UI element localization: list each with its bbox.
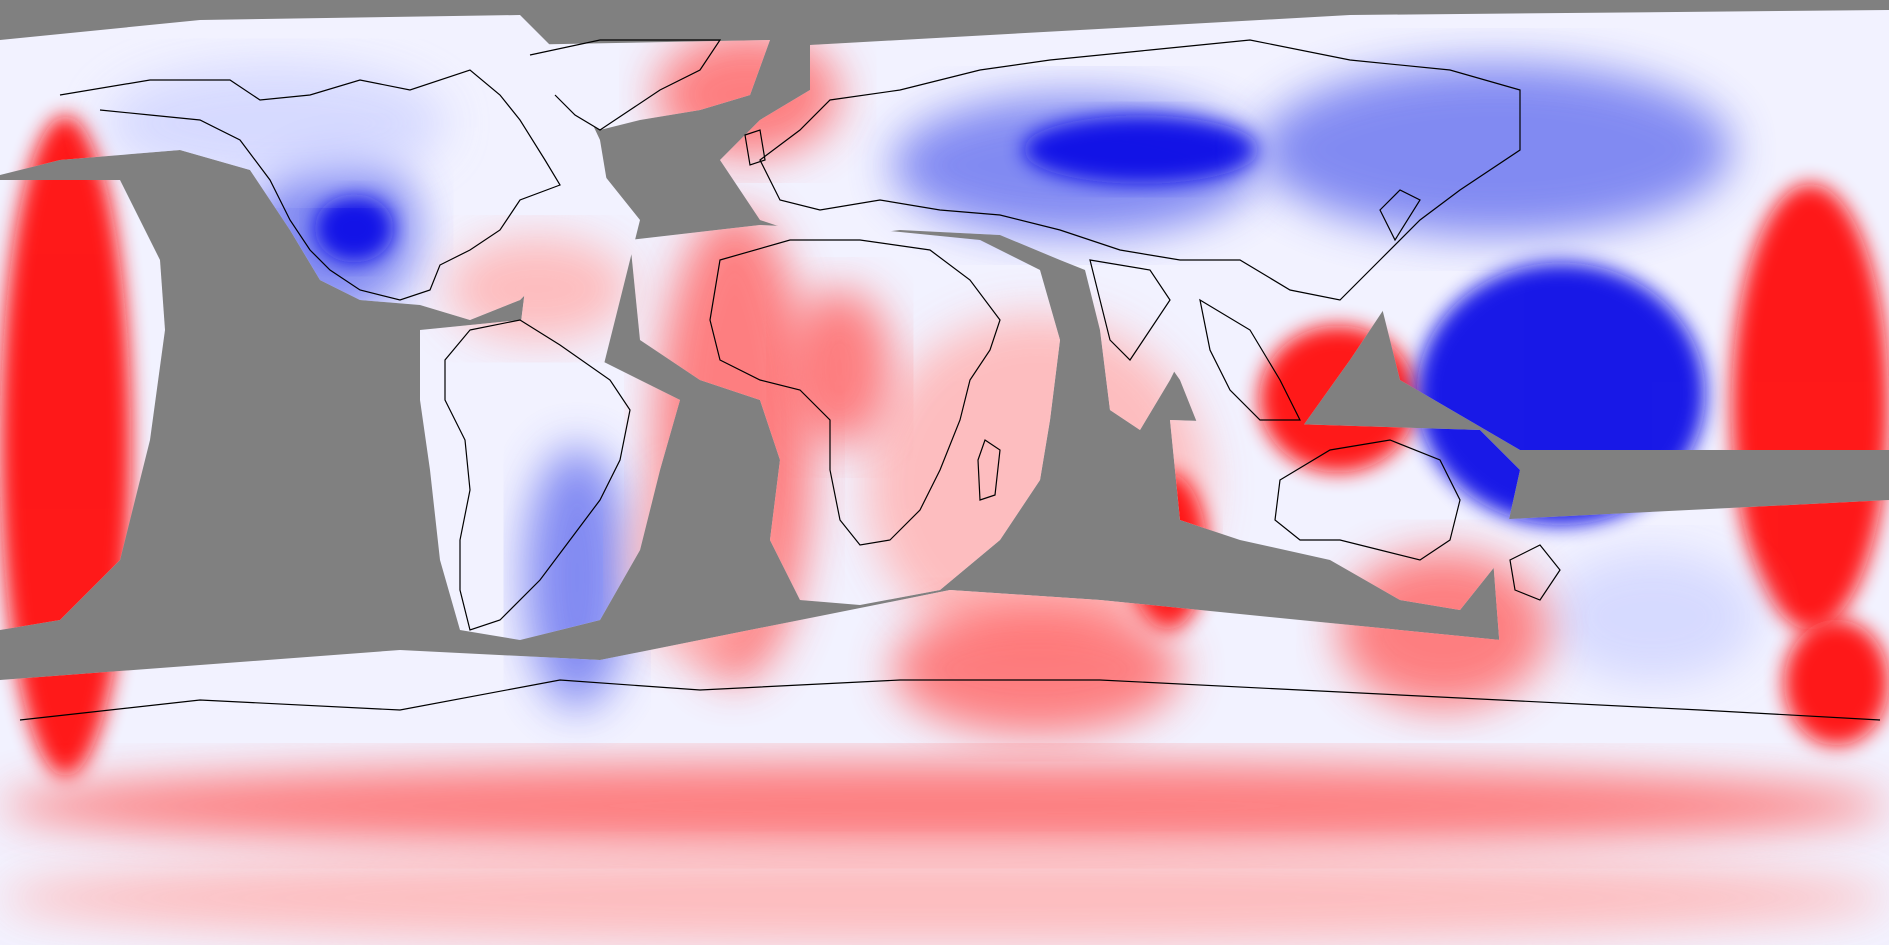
- field-siberia-negative: [1259, 63, 1732, 237]
- coastline-australia: [1274, 439, 1461, 561]
- field-west-pacific-positive: [1731, 183, 1889, 630]
- field-new-zealand-positive: [1784, 619, 1889, 746]
- field-south-america-negative: [524, 446, 630, 709]
- coastline-south-america: [444, 319, 631, 631]
- coastline-madagascar: [977, 439, 1001, 501]
- field-west-africa-positive: [787, 288, 893, 447]
- field-southern-ocean-positive: [0, 761, 1889, 851]
- coastline-japan: [1379, 189, 1421, 242]
- coastline-new-zealand: [1509, 544, 1561, 601]
- anomaly-field: [0, 31, 1889, 945]
- coastline-eurasia: [759, 39, 1521, 301]
- field-antarctica-weak-positive: [0, 850, 1889, 945]
- field-australia-weak-negative: [1547, 551, 1758, 683]
- field-southern-africa-positive: [892, 603, 1181, 735]
- coastline-india: [1089, 259, 1171, 361]
- coastline-africa: [709, 239, 1001, 546]
- coastline-antarctica: [19, 679, 1881, 721]
- coastline-southeast-asia: [1199, 298, 1301, 421]
- coastline-north-america: [59, 69, 561, 301]
- coastline-uk: [744, 129, 766, 166]
- coastlines: [19, 39, 1881, 721]
- field-east-us-weak-positive: [446, 236, 630, 342]
- field-scandinavia-core-negative: [1023, 115, 1260, 184]
- coastline-greenland: [529, 39, 722, 131]
- field-north-america-core-negative: [314, 194, 394, 263]
